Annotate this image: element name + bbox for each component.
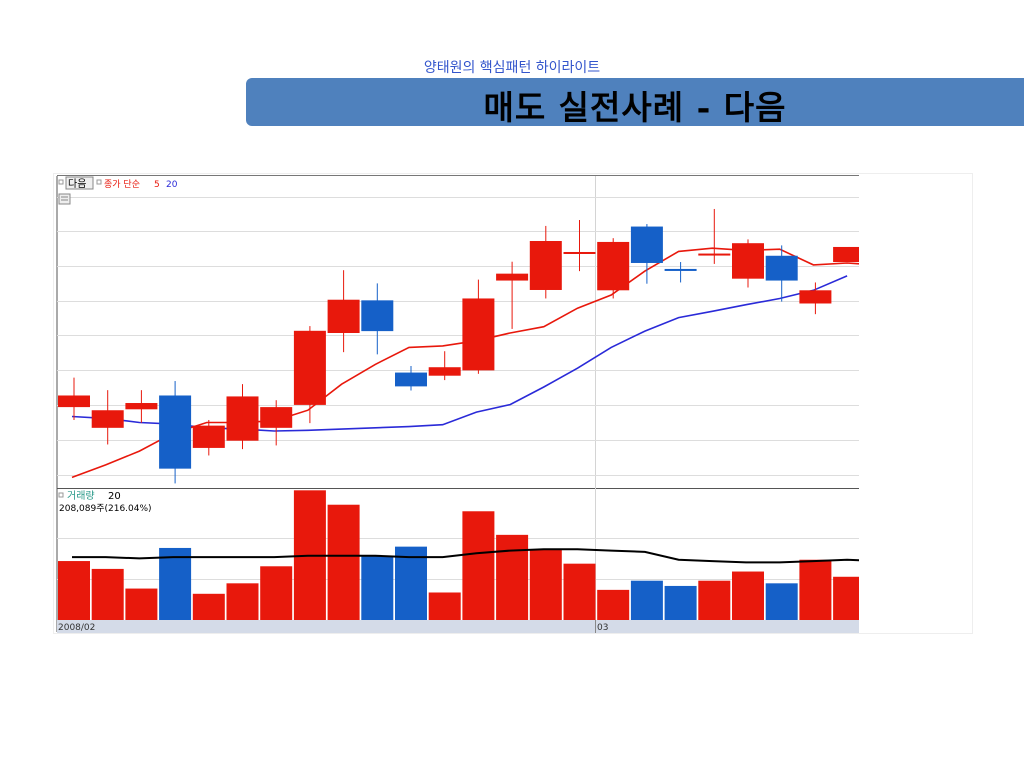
- candle-body: [765, 255, 798, 281]
- stock-chart-svg: 다음 종가 단순 5 20 거래량 20 208,089주(216.04%) 2…: [56, 175, 859, 633]
- page-title: 매도 실전사례 - 다음: [483, 88, 787, 127]
- volume-label: 거래량: [67, 490, 95, 502]
- candle-body: [58, 395, 90, 408]
- volume-bar: [159, 547, 192, 620]
- candle-body: [395, 372, 427, 387]
- settings-grid-icon[interactable]: [58, 193, 71, 205]
- candle-body: [833, 246, 859, 263]
- volume-bar: [395, 546, 427, 620]
- candle-body: [597, 241, 630, 291]
- legend-marker-icon: [96, 179, 102, 185]
- candle-body: [91, 410, 124, 428]
- candle-body: [698, 253, 731, 256]
- candle-body: [226, 396, 259, 441]
- candle-body: [496, 273, 529, 281]
- volume-bar: [428, 592, 461, 620]
- volume-bar: [799, 559, 832, 620]
- date-tick-label: 03: [597, 623, 608, 633]
- date-tick-label: 2008/02: [58, 623, 95, 633]
- volume-bar: [765, 583, 798, 620]
- volume-bar: [732, 571, 764, 620]
- candle-body: [529, 240, 562, 290]
- volume-bar: [91, 568, 124, 620]
- candle-body: [260, 407, 293, 428]
- volume-bar: [260, 566, 293, 620]
- candlesticks: [58, 208, 859, 484]
- volume-bar: [698, 580, 731, 620]
- price-legend: 다음 종가 단순 5 20: [58, 176, 178, 205]
- volume-bar: [833, 576, 859, 620]
- candle-body: [563, 251, 596, 254]
- volume-ma-line: [72, 548, 859, 564]
- volume-legend: 거래량 20 208,089주(216.04%): [58, 490, 152, 514]
- date-axis: [57, 620, 859, 633]
- candle-body: [159, 395, 192, 469]
- candle-body: [732, 243, 764, 279]
- volume-ma-polyline: [72, 548, 859, 564]
- ma5-legend: 5: [154, 180, 160, 190]
- volume-bar: [462, 511, 495, 620]
- volume-bar: [361, 555, 394, 620]
- candle-body: [293, 330, 326, 405]
- volume-bar: [529, 549, 562, 620]
- candle-body: [664, 268, 697, 271]
- candle-body: [192, 425, 225, 448]
- ma20-legend: 20: [166, 180, 178, 190]
- volume-readout: 208,089주(216.04%): [59, 503, 152, 514]
- legend-marker-icon: [58, 179, 64, 185]
- page-subtitle: 양태원의 핵심패턴 하이라이트: [0, 57, 1024, 77]
- volume-bar: [226, 583, 259, 620]
- volume-bar: [125, 588, 158, 620]
- volume-bar: [664, 585, 697, 620]
- candle-body: [125, 403, 158, 410]
- candle-body: [462, 298, 495, 371]
- title-banner: 매도 실전사례 - 다음: [246, 78, 1024, 127]
- symbol-name: 다음: [68, 178, 86, 190]
- volume-bar: [597, 589, 630, 620]
- candle-body: [327, 299, 360, 333]
- candle-body: [630, 226, 663, 263]
- candle-body: [361, 300, 394, 332]
- volume-bar: [327, 504, 360, 620]
- page-subtitle-text: 양태원의 핵심패턴 하이라이트: [423, 60, 601, 76]
- symbol-box[interactable]: [65, 176, 94, 190]
- stock-chart: 다음 종가 단순 5 20 거래량 20 208,089주(216.04%) 2…: [53, 173, 973, 634]
- volume-bar: [630, 580, 663, 620]
- volume-bar: [496, 534, 529, 620]
- candle-body: [428, 367, 461, 376]
- volume-bar: [58, 561, 90, 620]
- volume-ma-legend: 20: [108, 491, 121, 502]
- legend-marker-icon: [58, 492, 64, 498]
- ma-legend-label: 종가 단순: [104, 179, 140, 190]
- volume-bar: [563, 563, 596, 620]
- volume-bars: [58, 490, 859, 620]
- volume-bar: [192, 593, 225, 620]
- candle-body: [799, 290, 832, 304]
